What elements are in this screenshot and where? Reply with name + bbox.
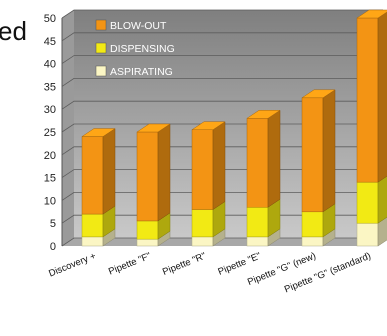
bar-top bbox=[301, 89, 336, 99]
y-tick-label: 10 bbox=[44, 195, 56, 207]
bar-segment-dispensing bbox=[246, 198, 281, 238]
y-tick-label: 5 bbox=[50, 218, 56, 230]
bar-segment-blow-out bbox=[246, 109, 281, 208]
y-tick-label: 35 bbox=[44, 81, 56, 93]
legend-label: ASPIRATING bbox=[110, 66, 173, 78]
bar-segment-dispensing bbox=[191, 201, 226, 238]
chart-title-fragment: ed bbox=[0, 16, 27, 46]
bar-top bbox=[246, 110, 281, 119]
bar-segment-blow-out bbox=[356, 11, 387, 183]
y-tick-label: 15 bbox=[44, 173, 56, 185]
bar-top bbox=[356, 9, 387, 19]
gridline bbox=[61, 9, 383, 19]
gridline bbox=[61, 100, 383, 110]
gridline bbox=[61, 55, 383, 64]
y-tick-label: 0 bbox=[50, 241, 56, 253]
bar-top bbox=[191, 121, 226, 130]
bar-segment-blow-out bbox=[301, 89, 336, 213]
y-axis: 0 5 10 15 20 25 30 35 40 45 50 bbox=[44, 13, 63, 253]
legend-swatch bbox=[95, 65, 107, 77]
y-tick-label: 30 bbox=[44, 104, 56, 116]
y-tick-label: 20 bbox=[44, 150, 56, 162]
bar-segment-dispensing bbox=[136, 212, 171, 240]
bar-segment-blow-out bbox=[191, 121, 226, 210]
legend-label: DISPENSING bbox=[110, 43, 175, 55]
bar-top bbox=[81, 128, 116, 137]
x-tick-label: Pipette "R" bbox=[161, 251, 208, 278]
y-tick-label: 25 bbox=[44, 127, 56, 139]
legend-swatch bbox=[95, 42, 107, 54]
bar-top bbox=[136, 123, 171, 133]
x-axis: Discovery + Pipette "F" Pipette "R" Pipette… bbox=[47, 250, 372, 295]
gridline bbox=[61, 78, 383, 87]
bar-segment-dispensing bbox=[301, 203, 336, 238]
bars bbox=[81, 9, 387, 247]
legend: BLOW-OUT DISPENSING ASPIRATING bbox=[95, 19, 175, 78]
x-tick-label: Discovery + bbox=[47, 250, 98, 279]
legend-label: BLOW-OUT bbox=[110, 20, 167, 32]
bar-segment-dispensing bbox=[81, 205, 116, 238]
gridline bbox=[61, 32, 383, 42]
bar-segment-blow-out bbox=[81, 128, 116, 215]
y-tick-label: 45 bbox=[44, 36, 56, 48]
bar-segment-blow-out bbox=[136, 123, 171, 222]
y-tick-label: 40 bbox=[44, 59, 56, 71]
legend-swatch bbox=[95, 19, 107, 31]
y-tick-label: 50 bbox=[44, 13, 56, 25]
x-tick-label: Pipette "F" bbox=[107, 251, 153, 278]
